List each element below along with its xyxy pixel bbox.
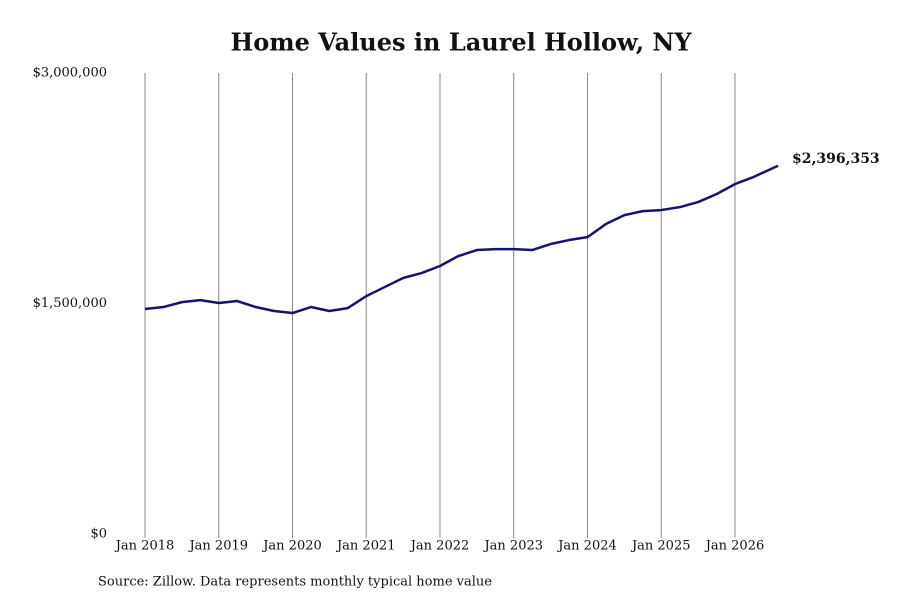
x-tick-label: Jan 2018	[114, 539, 175, 554]
line	[144, 164, 779, 315]
x-tick-label: Jan 2025	[630, 539, 691, 554]
source-note: Source: Zillow. Data represents monthly …	[98, 575, 492, 590]
chart-title: Home Values in Laurel Hollow, NY	[231, 28, 693, 57]
y-tick-label: $0	[90, 527, 107, 542]
x-tick-label: Jan 2020	[261, 539, 322, 554]
y-tick-label: $1,500,000	[33, 296, 107, 311]
y-tick-label: $3,000,000	[33, 66, 107, 81]
x-tick-label: Jan 2019	[187, 539, 248, 554]
x-tick-label: Jan 2026	[704, 539, 765, 554]
value-label: $2,396,353	[792, 151, 880, 167]
x-tick-label: Jan 2024	[556, 539, 617, 554]
x-tick-label: Jan 2022	[409, 539, 470, 554]
x-tick-label: Jan 2021	[335, 539, 396, 554]
x-tick-label: Jan 2023	[482, 539, 543, 554]
